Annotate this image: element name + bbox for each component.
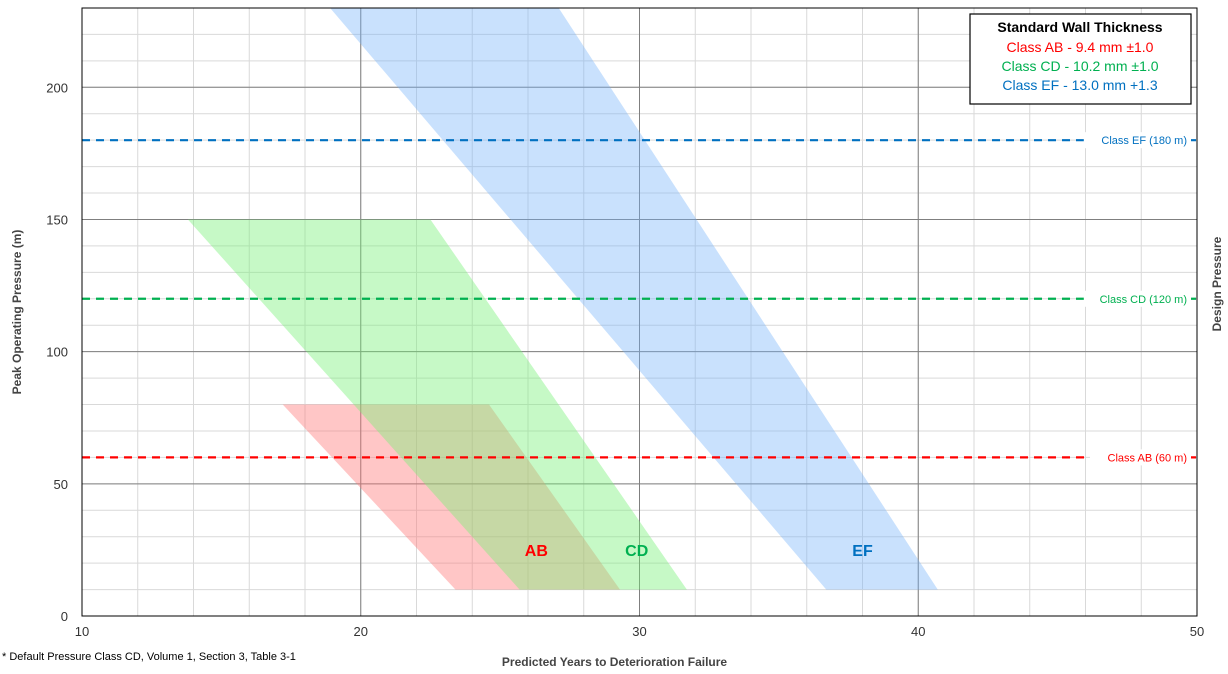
y-tick-label: 100 xyxy=(46,345,68,360)
x-tick-labels: 10 20 30 40 50 xyxy=(75,624,1204,639)
x-axis-title: Predicted Years to Deterioration Failure xyxy=(502,655,728,669)
legend-title: Standard Wall Thickness xyxy=(997,19,1162,35)
y2-axis-title: Design Pressure xyxy=(1210,236,1224,331)
reference-label-cd: Class CD (120 m) xyxy=(1100,294,1187,306)
legend-entry-ab: Class AB - 9.4 mm ±1.0 xyxy=(1007,39,1154,55)
y-tick-label: 0 xyxy=(61,609,68,624)
x-tick-label: 20 xyxy=(354,624,368,639)
y-axis-title: Peak Operating Pressure (m) xyxy=(10,230,24,395)
legend-entry-cd: Class CD - 10.2 mm ±1.0 xyxy=(1001,58,1158,74)
band-label-ab: AB xyxy=(525,543,548,560)
y-tick-labels: 0 50 100 150 200 xyxy=(46,80,68,624)
x-tick-label: 40 xyxy=(911,624,925,639)
x-tick-label: 50 xyxy=(1190,624,1204,639)
reference-label-ef: Class EF (180 m) xyxy=(1101,135,1187,147)
footnote: * Default Pressure Class CD, Volume 1, S… xyxy=(2,651,296,663)
legend: Standard Wall Thickness Class AB - 9.4 m… xyxy=(970,14,1191,104)
band-label-ef: EF xyxy=(852,543,873,560)
reference-label-ab: Class AB (60 m) xyxy=(1108,452,1187,464)
y-tick-label: 200 xyxy=(46,80,68,95)
y-tick-label: 50 xyxy=(54,477,68,492)
x-tick-label: 30 xyxy=(632,624,646,639)
y-tick-label: 150 xyxy=(46,212,68,227)
x-tick-label: 10 xyxy=(75,624,89,639)
legend-entry-ef: Class EF - 13.0 mm +1.3 xyxy=(1002,77,1157,93)
band-label-cd: CD xyxy=(625,543,648,560)
